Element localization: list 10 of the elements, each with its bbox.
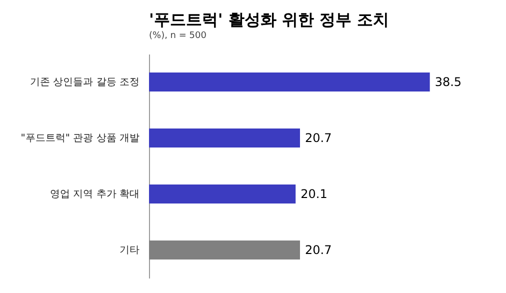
y-tick-label: 영업 지역 추가 확대	[50, 189, 140, 200]
chart-subtitle: (%), n = 500	[149, 31, 207, 41]
chart-title: '푸드트럭' 활성화 위한 정부 조치	[149, 10, 390, 29]
y-tick-label: "푸드트럭" 관광 상품 개발	[20, 133, 140, 144]
y-tick-label: 기타	[120, 245, 140, 256]
data-label: 20.7	[304, 131, 332, 145]
data-label: 20.7	[304, 243, 332, 257]
y-tick-label: 기존 상인들과 갈등 조정	[30, 77, 140, 88]
data-label: 38.5	[434, 75, 462, 89]
data-label: 20.1	[300, 187, 328, 201]
